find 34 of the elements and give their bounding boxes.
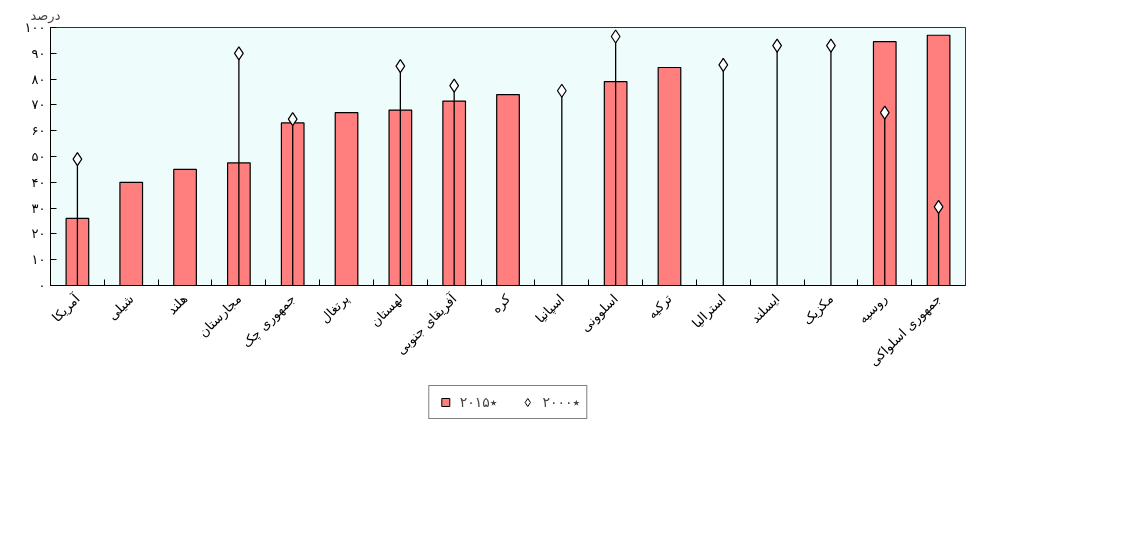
x-tick-label: لهستان bbox=[367, 291, 407, 331]
x-tick-label: ایسلند bbox=[747, 291, 783, 326]
point bbox=[449, 78, 460, 93]
y-tick-label: ۸۰ bbox=[31, 71, 46, 87]
point bbox=[772, 38, 783, 53]
x-tick-label: استرالیا bbox=[688, 291, 730, 332]
point bbox=[395, 59, 406, 74]
x-tick-label: پرتغال bbox=[317, 290, 353, 327]
y-tick-label: ۰ bbox=[38, 278, 46, 293]
y-tick-label: ۶۰ bbox=[31, 123, 46, 139]
x-tick-label: مجارستان bbox=[195, 291, 245, 341]
y-tick-label: ۹۰ bbox=[31, 45, 46, 61]
x-tick-label: اسلوونی bbox=[577, 291, 622, 336]
x-tick-label: روسیه bbox=[855, 291, 891, 327]
point bbox=[233, 46, 244, 61]
x-tick-label: مکزیک bbox=[799, 291, 837, 329]
y-tick-label: ۲۰ bbox=[31, 226, 46, 242]
y-tick-label: ۷۰ bbox=[31, 97, 46, 113]
y-tick-label: ۱۰ bbox=[31, 252, 46, 268]
y-tick-label: ۴۰ bbox=[31, 174, 46, 190]
x-tick-label: شیلی bbox=[104, 291, 137, 323]
legend-label: ۲۰۰۰٭ bbox=[542, 394, 581, 410]
x-tick-label: ترکیه bbox=[644, 290, 676, 323]
y-tick-label: ۵۰ bbox=[31, 149, 46, 164]
point bbox=[556, 83, 567, 98]
point bbox=[933, 199, 944, 214]
x-tick-label: کره bbox=[488, 290, 515, 317]
point bbox=[879, 105, 890, 120]
x-tick-label: آمریکا bbox=[48, 289, 85, 326]
y-tick-label: ۳۰ bbox=[31, 200, 46, 216]
legend-label: ۲۰۱۵٭ bbox=[459, 394, 498, 410]
point bbox=[610, 29, 621, 44]
x-tick-label: هلند bbox=[164, 291, 191, 318]
x-tick-label: اسپانیا bbox=[532, 291, 568, 326]
